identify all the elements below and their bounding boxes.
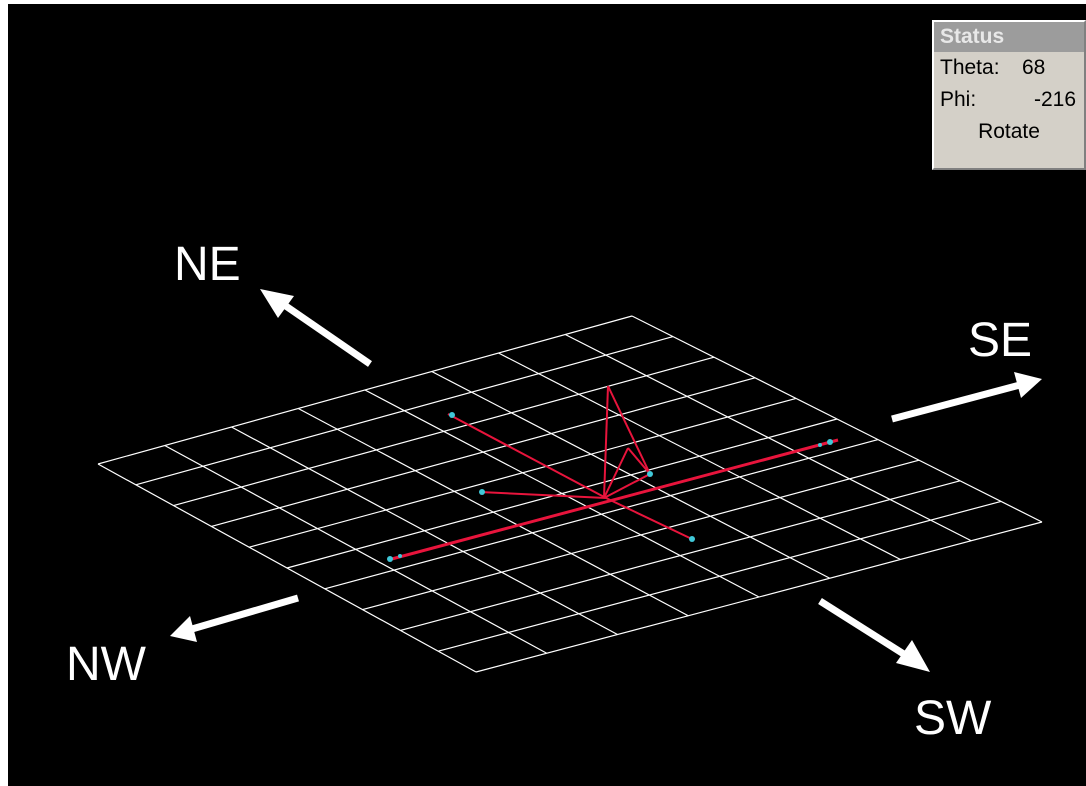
scene-canvas[interactable]: NE SE NW SW	[8, 4, 1086, 786]
grid-line	[286, 418, 838, 569]
marker-point	[689, 536, 695, 542]
marker-point	[827, 439, 833, 445]
ne-arrow-icon	[260, 289, 372, 367]
label-se: SE	[968, 314, 1032, 367]
grid-line	[438, 500, 1002, 652]
3d-viewport[interactable]: NE SE NW SW Status Theta: 68 Phi: -216 R…	[8, 4, 1086, 786]
trace-line-vertical	[603, 385, 609, 499]
theta-value: 68	[1022, 56, 1046, 79]
trace-line-long	[387, 438, 839, 562]
grid-line	[249, 397, 797, 548]
marker-point	[449, 412, 455, 418]
grid-line	[135, 336, 674, 486]
phi-row: Phi: -216	[934, 84, 1084, 116]
grid-line	[324, 439, 879, 590]
marker-point	[387, 556, 393, 562]
compass-arrows	[170, 289, 1042, 672]
theta-row: Theta: 68	[934, 52, 1084, 84]
theta-label: Theta:	[940, 56, 1000, 79]
label-nw: NW	[66, 638, 147, 691]
status-panel: Status Theta: 68 Phi: -216 Rotate	[932, 20, 1086, 170]
se-arrow-icon	[891, 372, 1042, 423]
grid-line	[211, 377, 756, 527]
red-trace-lines	[387, 385, 839, 562]
mode-rotate[interactable]: Rotate	[978, 120, 1040, 143]
trace-line-spike-b	[603, 473, 651, 499]
status-title: Status	[934, 22, 1084, 52]
trace-line-spike-d	[627, 447, 651, 475]
trace-line-upper-left	[447, 413, 607, 499]
marker-point	[647, 471, 653, 477]
nw-arrow-icon	[170, 594, 299, 642]
trace-line-left	[479, 491, 607, 499]
cyan-endpoint-markers	[387, 412, 833, 562]
grid-line	[400, 480, 961, 631]
ground-grid	[97, 315, 1043, 673]
grid-line	[362, 459, 920, 611]
trace-line-lower-right	[605, 497, 695, 541]
marker-point	[479, 489, 485, 495]
phi-label: Phi:	[940, 88, 977, 111]
label-sw: SW	[914, 692, 992, 745]
phi-value: -216	[1033, 88, 1076, 111]
trace-line-spike-a	[607, 385, 651, 475]
trace-line-spike-c	[603, 447, 629, 499]
sw-arrow-icon	[818, 598, 930, 672]
label-ne: NE	[174, 238, 241, 291]
marker-point	[398, 554, 402, 558]
grid-line	[475, 521, 1043, 673]
marker-point	[818, 443, 822, 447]
grid-line	[173, 356, 715, 507]
grid-line	[97, 315, 633, 465]
